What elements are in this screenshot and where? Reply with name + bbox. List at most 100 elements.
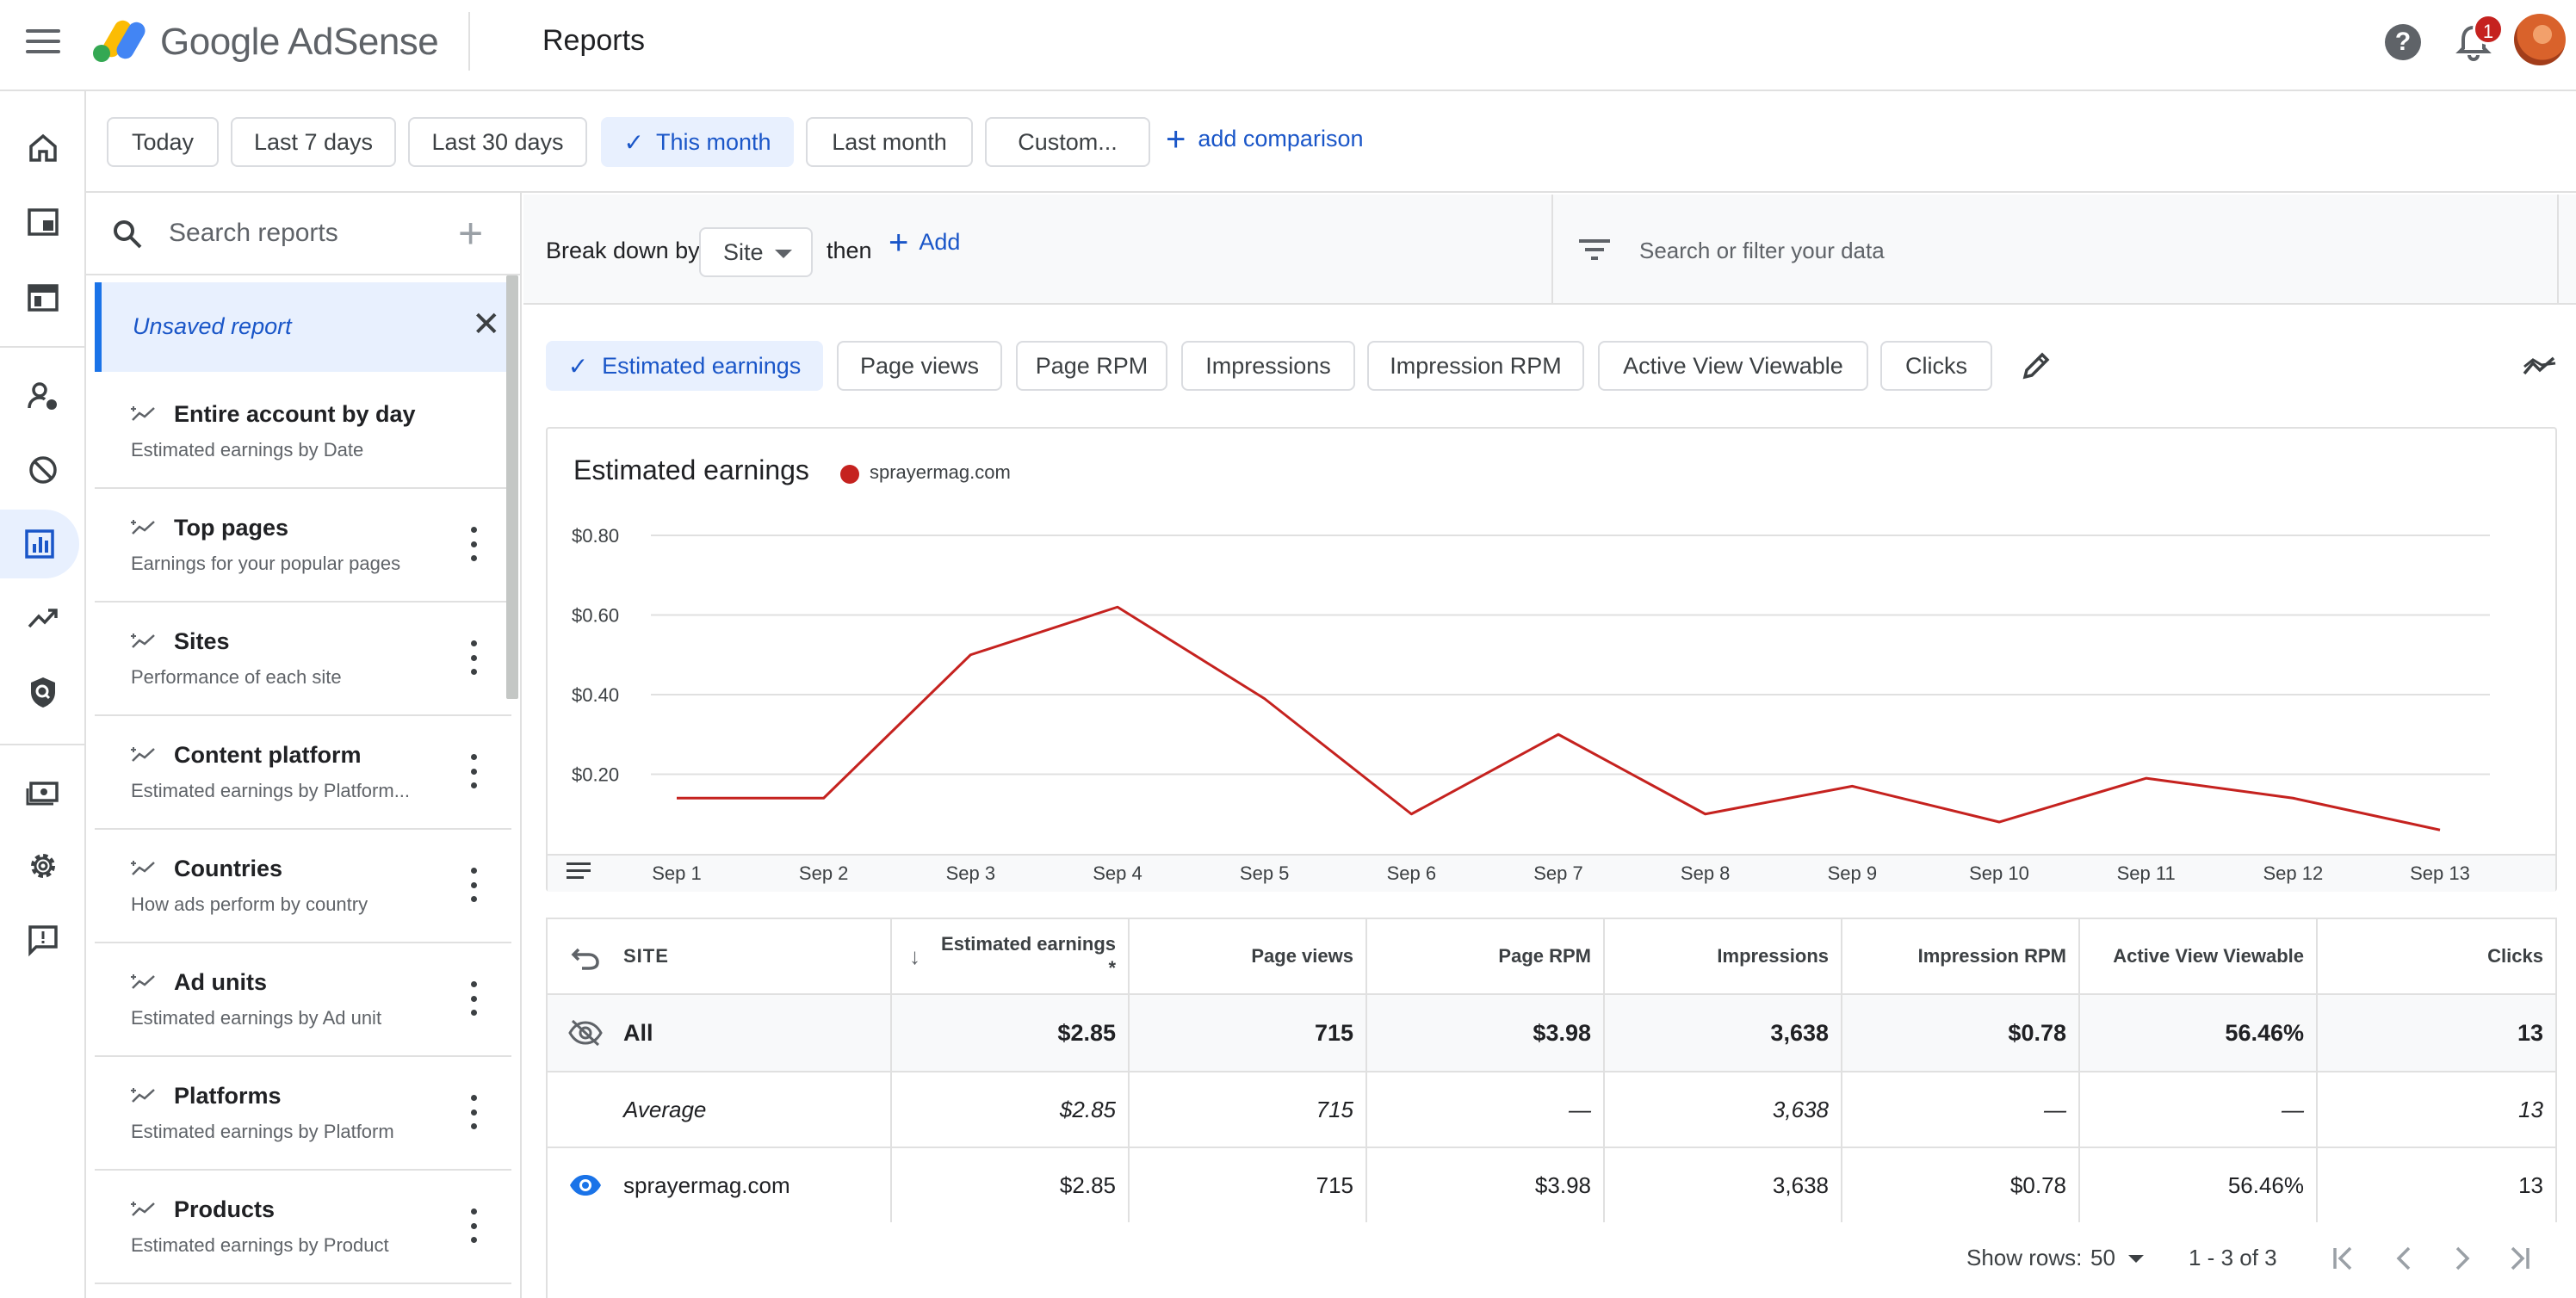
nav-ads[interactable] — [0, 188, 86, 257]
report-list-item[interactable]: Content platform Estimated earnings by Pl… — [95, 716, 511, 830]
column-header-impressions[interactable]: Impressions — [1605, 919, 1842, 993]
brand-name: Google AdSense — [160, 21, 439, 63]
eye-off-icon[interactable] — [567, 1018, 604, 1048]
more-options-icon[interactable] — [465, 527, 482, 561]
first-page-icon[interactable] — [2326, 1241, 2361, 1276]
report-list-item[interactable]: Products Estimated earnings by Product — [95, 1171, 511, 1284]
column-header-clicks[interactable]: Clicks — [2487, 945, 2543, 967]
nav-payments[interactable] — [0, 757, 86, 826]
dropdown-caret-icon[interactable] — [2128, 1255, 2144, 1263]
panel-scrollbar[interactable] — [506, 275, 518, 699]
site-cell[interactable]: sprayermag.com — [623, 1148, 892, 1222]
date-chip-label: Last 7 days — [253, 128, 374, 155]
undo-icon[interactable] — [570, 941, 601, 972]
previous-page-icon[interactable] — [2387, 1241, 2421, 1276]
add-dimension-button[interactable]: + Add — [889, 226, 960, 260]
more-options-icon[interactable] — [465, 1095, 482, 1129]
main-menu-icon[interactable] — [26, 29, 60, 55]
more-options-icon[interactable] — [465, 868, 482, 902]
value-cell: $0.78 — [1842, 1148, 2080, 1222]
column-header-impression-rpm[interactable]: Impression RPM — [1842, 919, 2080, 993]
add-comparison-button[interactable]: + add comparison — [1166, 120, 1363, 158]
column-header-active-view-viewable[interactable]: Active View Viewable — [2080, 919, 2318, 993]
new-report-plus-icon[interactable]: + — [458, 209, 484, 257]
column-header-page-rpm[interactable]: Page RPM — [1367, 919, 1605, 993]
filter-data-input[interactable]: Search or filter your data — [1639, 238, 1885, 263]
plus-icon: + — [1166, 120, 1186, 158]
value-cell: $2.85 — [892, 1148, 1130, 1222]
breakdown-dimension-select[interactable]: Site — [699, 227, 813, 277]
series-line-sprayermag.com[interactable] — [677, 605, 2441, 831]
next-page-icon[interactable] — [2445, 1241, 2480, 1276]
search-reports-input[interactable]: Search reports — [169, 219, 338, 247]
close-icon[interactable]: ✕ — [472, 306, 501, 343]
report-list-item[interactable]: Ad units Estimated earnings by Ad unit — [95, 943, 511, 1057]
report-list-item[interactable]: Entire account by day Estimated earnings … — [95, 375, 511, 489]
metric-chip-label: Active View Viewable — [1623, 352, 1843, 379]
date-chip-today[interactable]: Today — [107, 117, 219, 167]
more-options-icon[interactable] — [465, 640, 482, 675]
top-app-bar: Google AdSense Reports ? 1 — [0, 0, 2576, 91]
report-subtitle: Earnings for your popular pages — [131, 553, 401, 574]
report-list-item[interactable]: Sites Performance of each site — [95, 603, 511, 716]
nav-optimization[interactable] — [0, 584, 86, 652]
last-page-icon[interactable] — [2502, 1241, 2536, 1276]
report-title: Content platform — [174, 742, 362, 768]
column-header-page-views[interactable]: Page views — [1130, 919, 1367, 993]
table-row-average: Average $2.85 715 — 3,638 — — 13 — [548, 1072, 2555, 1148]
metric-chip-page-rpm[interactable]: Page RPM — [1016, 341, 1167, 391]
report-list-item[interactable]: Countries How ads perform by country — [95, 830, 511, 943]
nav-reports[interactable] — [0, 510, 79, 578]
report-list-item[interactable]: Platforms Estimated earnings by Platform — [95, 1057, 511, 1171]
unsaved-report-item[interactable]: Unsaved report ✕ — [95, 282, 511, 372]
date-chip-this-month[interactable]: ✓ This month — [601, 117, 794, 167]
adsense-logo-icon — [93, 20, 146, 62]
nav-account-settings[interactable] — [0, 831, 86, 900]
more-options-icon[interactable] — [465, 981, 482, 1016]
date-chip-last-7-days[interactable]: Last 7 days — [231, 117, 396, 167]
metric-chip-clicks[interactable]: Clicks — [1880, 341, 1992, 391]
undo-icon-cell[interactable] — [548, 919, 623, 993]
date-chip-custom[interactable]: Custom... — [985, 117, 1150, 167]
report-title: Sites — [174, 628, 230, 654]
rows-per-page-select[interactable]: 50 — [2090, 1245, 2115, 1270]
chart-table-toggle-icon[interactable] — [567, 861, 591, 881]
reports-panel: Search reports + Unsaved report ✕ Entire… — [86, 193, 522, 1298]
show-rows-label: Show rows: — [1966, 1245, 2083, 1270]
x-tick-label: Sep 3 — [946, 862, 996, 884]
metric-chip-page-views[interactable]: Page views — [837, 341, 1002, 391]
metric-chip-active-view-viewable[interactable]: Active View Viewable — [1598, 341, 1868, 391]
column-header-estimated-earnings[interactable]: ↓ Estimated earnings * — [892, 919, 1130, 993]
column-header-site[interactable]: SITE — [623, 919, 892, 993]
visibility-toggle-cell[interactable] — [548, 995, 623, 1071]
nav-sites[interactable] — [0, 263, 86, 332]
sparkle-trend-icon — [131, 1202, 155, 1216]
more-options-icon[interactable] — [465, 1208, 482, 1243]
account-avatar[interactable] — [2514, 14, 2566, 65]
nav-privacy-messaging[interactable] — [0, 362, 86, 430]
metric-chip-impression-rpm[interactable]: Impression RPM — [1367, 341, 1584, 391]
report-list-item[interactable]: Top pages Earnings for your popular pages — [95, 489, 511, 603]
nav-blocking-controls[interactable] — [0, 436, 86, 504]
more-options-icon[interactable] — [465, 754, 482, 788]
date-chip-last-30-days[interactable]: Last 30 days — [408, 117, 587, 167]
date-chip-last-month[interactable]: Last month — [806, 117, 973, 167]
date-range-bar: Today Last 7 days Last 30 days ✓ This mon… — [86, 91, 2576, 193]
report-subtitle: Estimated earnings by Product — [131, 1234, 389, 1256]
metric-chip-estimated-earnings[interactable]: ✓ Estimated earnings — [546, 341, 823, 391]
page-title: Reports — [542, 24, 646, 57]
nav-home[interactable] — [0, 114, 86, 182]
earnings-chart-card: Estimated earnings sprayermag.com $0.20 $… — [546, 427, 2557, 892]
nav-policy-center[interactable] — [0, 658, 86, 726]
visibility-toggle-cell[interactable] — [548, 1148, 623, 1222]
compare-trend-icon[interactable] — [2523, 351, 2557, 382]
metric-chip-label: Clicks — [1905, 352, 1967, 379]
filter-icon[interactable] — [1579, 238, 1610, 262]
nav-feedback[interactable] — [0, 906, 86, 974]
eye-icon[interactable] — [567, 1172, 604, 1198]
x-tick-label: Sep 4 — [1093, 862, 1142, 884]
metric-chip-impressions[interactable]: Impressions — [1181, 341, 1355, 391]
help-icon[interactable]: ? — [2385, 24, 2421, 60]
y-tick-label: $0.80 — [572, 525, 619, 547]
edit-metrics-pencil-icon[interactable] — [2020, 349, 2053, 382]
